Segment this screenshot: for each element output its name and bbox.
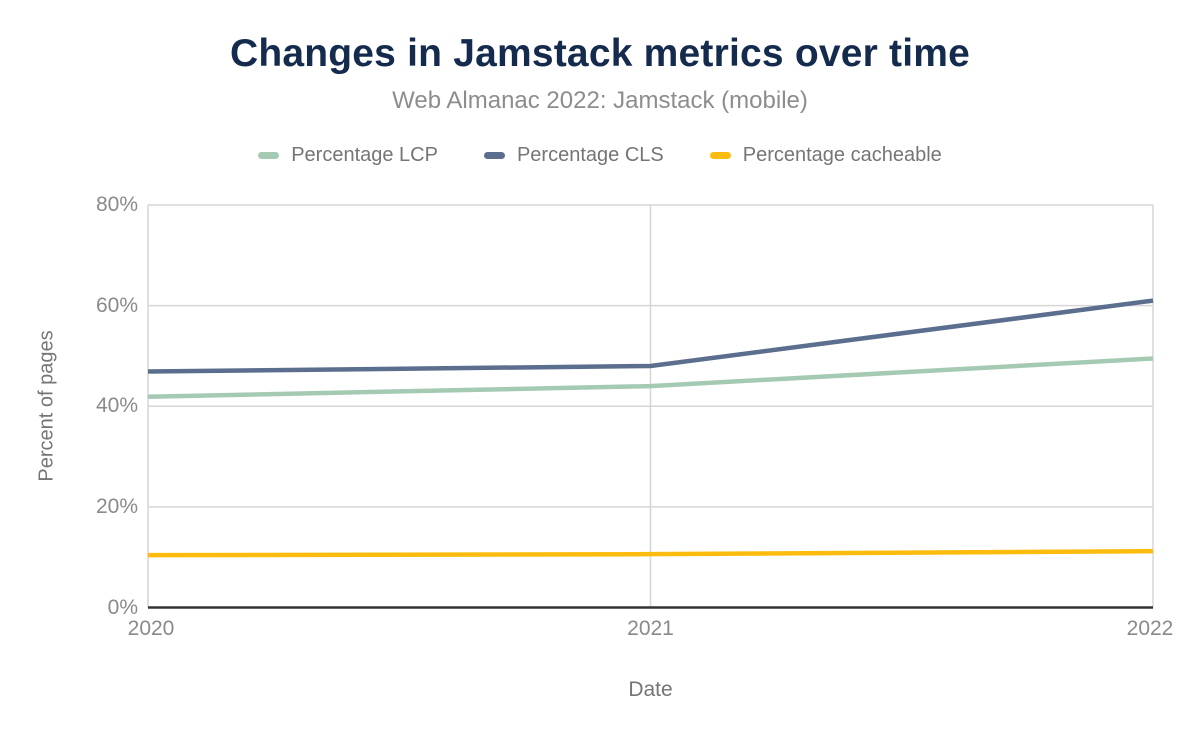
x-tick-label: 2022	[1126, 617, 1174, 640]
x-tick-label: 2021	[627, 617, 674, 640]
chart-subtitle: Web Almanac 2022: Jamstack (mobile)	[392, 87, 808, 114]
legend-item-percentage-cacheable: Percentage cacheable	[709, 144, 942, 167]
line-percentage-lcp	[147, 356, 1154, 399]
legend-label-cls: Percentage CLS	[516, 144, 664, 166]
y-tick-label: 40%	[95, 394, 138, 417]
legend-label-lcp: Percentage LCP	[291, 144, 438, 166]
x-tick-label: 2020	[127, 617, 175, 640]
legend-item-percentage-lcp: Percentage LCP	[258, 144, 438, 167]
chart-title: Changes in Jamstack metrics over time	[229, 32, 971, 75]
line-percentage-cls	[147, 298, 1154, 374]
legend: Percentage LCP Percentage CLS Percentage…	[0, 144, 1200, 167]
y-tick-label: 80%	[95, 193, 138, 216]
line-percentage-cacheable	[147, 548, 1154, 558]
y-tick-label: 0%	[107, 595, 138, 619]
legend-item-percentage-cls: Percentage CLS	[483, 144, 664, 167]
legend-swatch-cls-icon	[483, 152, 505, 159]
legend-swatch-cacheable-icon	[709, 152, 731, 159]
legend-label-cacheable: Percentage cacheable	[742, 144, 942, 166]
y-tick-label: 60%	[95, 293, 138, 317]
y-tick-label: 20%	[95, 495, 138, 518]
x-axis-title: Date	[628, 678, 673, 701]
y-axis-title: Percent of pages	[35, 330, 58, 482]
legend-swatch-lcp-icon	[258, 152, 280, 159]
